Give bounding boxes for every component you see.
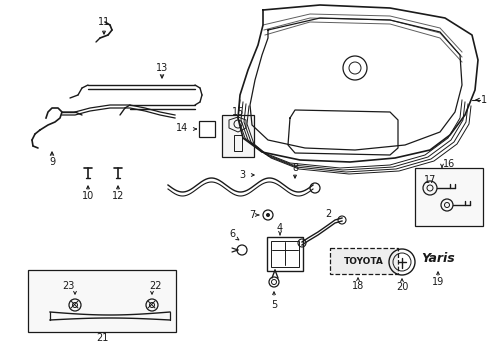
Text: 13: 13 xyxy=(156,63,168,73)
Text: 1: 1 xyxy=(480,95,486,105)
Text: 14: 14 xyxy=(175,123,187,133)
Text: 4: 4 xyxy=(276,223,283,233)
Text: 2: 2 xyxy=(324,209,330,219)
Circle shape xyxy=(265,213,269,217)
Text: 23: 23 xyxy=(61,281,74,291)
Text: 11: 11 xyxy=(98,17,110,27)
Bar xyxy=(222,115,253,157)
Text: 6: 6 xyxy=(228,229,235,239)
Bar xyxy=(234,135,242,151)
Text: 3: 3 xyxy=(238,170,244,180)
Text: 5: 5 xyxy=(270,300,277,310)
Text: 9: 9 xyxy=(49,157,55,167)
Text: 10: 10 xyxy=(81,191,94,201)
Text: 16: 16 xyxy=(442,159,454,169)
Text: 22: 22 xyxy=(148,281,161,291)
Text: 19: 19 xyxy=(431,277,443,287)
Text: 21: 21 xyxy=(96,333,108,343)
Bar xyxy=(414,168,482,226)
Bar xyxy=(28,270,176,332)
Text: 18: 18 xyxy=(351,281,364,291)
Text: 8: 8 xyxy=(291,163,298,173)
Text: TOYOTA: TOYOTA xyxy=(344,256,383,266)
Text: 15: 15 xyxy=(231,107,244,117)
Text: 12: 12 xyxy=(112,191,124,201)
Text: 7: 7 xyxy=(248,210,255,220)
Text: Yaris: Yaris xyxy=(420,252,454,265)
Text: 20: 20 xyxy=(395,282,407,292)
Bar xyxy=(329,248,397,274)
Text: 17: 17 xyxy=(423,175,435,185)
